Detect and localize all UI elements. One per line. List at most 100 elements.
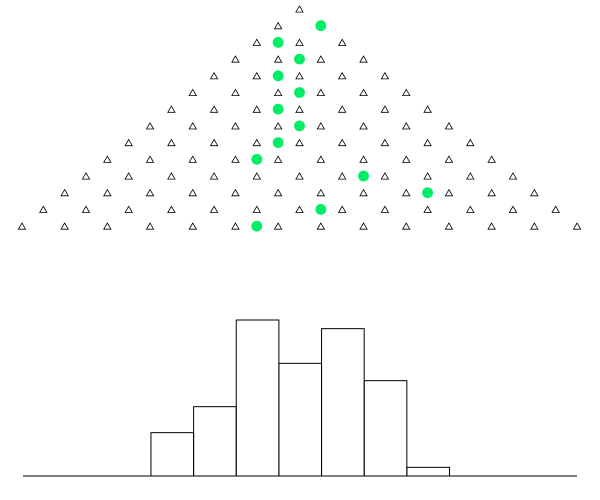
peg-triangle-icon	[167, 105, 176, 113]
peg-triangle-icon	[508, 205, 518, 213]
peg-triangle-icon	[295, 105, 304, 113]
peg-triangle-icon	[401, 222, 411, 230]
histogram-layer	[23, 319, 577, 477]
peg-triangle-icon	[295, 38, 304, 46]
ball-dot	[272, 103, 284, 115]
peg-triangle-icon	[209, 71, 219, 80]
peg-triangle-icon	[209, 105, 219, 113]
peg-triangle-icon	[359, 188, 368, 197]
peg-triangle-icon	[401, 88, 411, 96]
ball-dot	[251, 153, 263, 165]
histogram-bar-8	[363, 380, 408, 477]
peg-triangle-icon	[145, 155, 155, 163]
peg-triangle-icon	[316, 155, 326, 163]
peg-triangle-icon	[231, 188, 240, 197]
peg-triangle-icon	[551, 205, 560, 213]
peg-triangle-icon	[423, 172, 432, 180]
ball-dot	[251, 220, 263, 232]
ball-dot	[422, 187, 433, 199]
peg-triangle-icon	[359, 122, 368, 130]
peg-triangle-icon	[273, 21, 283, 30]
peg-triangle-icon	[337, 105, 347, 113]
peg-triangle-icon	[124, 138, 133, 147]
peg-triangle-icon	[401, 155, 411, 163]
peg-triangle-icon	[359, 55, 368, 63]
peg-triangle-icon	[295, 5, 304, 13]
peg-triangle-icon	[423, 138, 432, 147]
peg-triangle-icon	[252, 138, 262, 147]
peg-triangle-icon	[167, 205, 176, 213]
peg-triangle-icon	[295, 71, 304, 80]
peg-triangle-icon	[252, 105, 262, 113]
peg-triangle-icon	[81, 205, 91, 213]
ball-dot	[272, 37, 284, 48]
peg-triangle-icon	[401, 122, 411, 130]
peg-triangle-icon	[337, 172, 347, 180]
peg-triangle-icon	[273, 155, 283, 163]
pegs-layer	[17, 5, 582, 230]
peg-triangle-icon	[316, 122, 326, 130]
peg-triangle-icon	[487, 155, 496, 163]
histogram-bar-7	[321, 328, 365, 477]
peg-triangle-icon	[188, 188, 198, 197]
peg-triangle-icon	[359, 155, 368, 163]
peg-triangle-icon	[466, 138, 475, 147]
ball-dot	[272, 70, 284, 82]
peg-triangle-icon	[60, 188, 69, 197]
ball-dot	[358, 170, 369, 182]
peg-triangle-icon	[188, 88, 198, 96]
peg-triangle-icon	[252, 71, 262, 80]
peg-triangle-icon	[337, 138, 347, 147]
peg-triangle-icon	[39, 205, 48, 213]
peg-triangle-icon	[572, 222, 582, 230]
peg-triangle-icon	[167, 172, 176, 180]
peg-triangle-icon	[231, 155, 240, 163]
peg-triangle-icon	[231, 222, 240, 230]
peg-triangle-icon	[466, 172, 475, 180]
peg-triangle-icon	[145, 188, 155, 197]
peg-triangle-icon	[380, 105, 390, 113]
peg-triangle-icon	[103, 222, 112, 230]
peg-triangle-icon	[423, 105, 432, 113]
peg-triangle-icon	[487, 222, 496, 230]
peg-triangle-icon	[295, 172, 304, 180]
peg-triangle-icon	[380, 138, 390, 147]
peg-triangle-icon	[81, 172, 91, 180]
peg-triangle-icon	[466, 205, 475, 213]
ball-dot	[315, 20, 327, 32]
peg-triangle-icon	[252, 172, 262, 180]
peg-triangle-icon	[188, 155, 198, 163]
peg-triangle-icon	[423, 205, 432, 213]
peg-triangle-icon	[209, 172, 219, 180]
ball-dot	[294, 87, 305, 98]
peg-triangle-icon	[188, 122, 198, 130]
histogram-bar-6	[278, 362, 323, 477]
peg-triangle-icon	[337, 38, 347, 46]
balls-layer	[251, 20, 433, 232]
peg-triangle-icon	[167, 138, 176, 147]
peg-triangle-icon	[487, 188, 496, 197]
peg-triangle-icon	[530, 188, 539, 197]
peg-triangle-icon	[380, 172, 390, 180]
peg-triangle-icon	[316, 222, 326, 230]
ball-dot	[294, 120, 305, 132]
peg-triangle-icon	[231, 88, 240, 96]
peg-triangle-icon	[188, 222, 198, 230]
peg-triangle-icon	[444, 122, 454, 130]
peg-triangle-icon	[60, 222, 69, 230]
peg-triangle-icon	[444, 155, 454, 163]
peg-triangle-icon	[359, 222, 368, 230]
peg-triangle-icon	[145, 122, 155, 130]
peg-triangle-icon	[380, 71, 390, 80]
ball-dot	[315, 204, 327, 215]
peg-triangle-icon	[209, 205, 219, 213]
peg-triangle-icon	[316, 55, 326, 63]
histogram-bar-9	[406, 466, 451, 477]
peg-triangle-icon	[337, 205, 347, 213]
peg-triangle-icon	[273, 188, 283, 197]
peg-triangle-icon	[444, 222, 454, 230]
peg-triangle-icon	[252, 205, 262, 213]
peg-triangle-icon	[295, 138, 304, 147]
